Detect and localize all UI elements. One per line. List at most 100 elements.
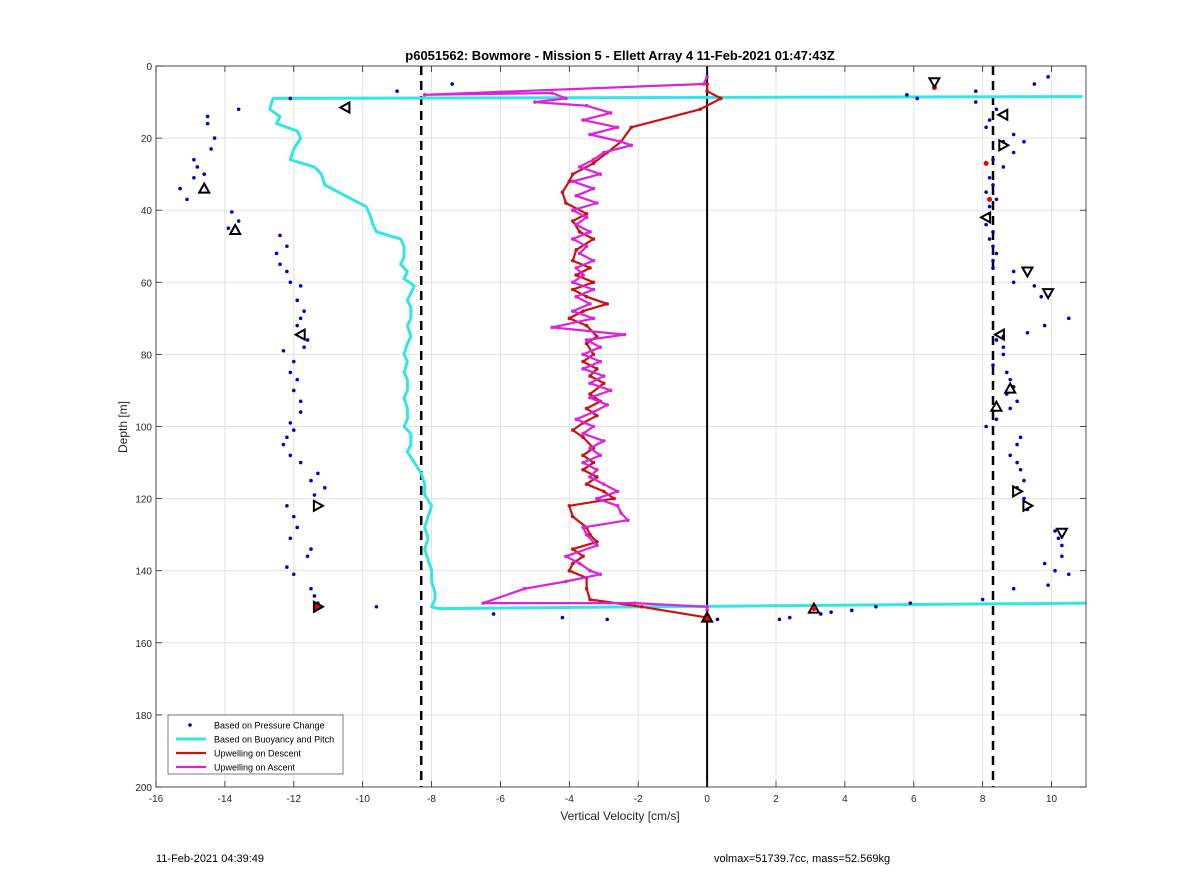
legend-box [167, 714, 344, 775]
upwelling-ascent-point [705, 75, 709, 79]
pressure-change-point [298, 316, 303, 321]
pressure-change-point [285, 244, 289, 249]
pressure-change-point [288, 96, 293, 101]
upwelling-ascent-point [588, 446, 592, 450]
pressure-change-point [295, 323, 300, 328]
upwelling-ascent-point [701, 82, 706, 86]
upwelling-descent-point [698, 107, 703, 112]
legend-label: Based on Buoyancy and Pitch [214, 735, 334, 745]
legend-label: Based on Pressure Change [214, 721, 325, 731]
upwelling-ascent-point [584, 532, 589, 537]
pressure-change-point [309, 586, 313, 591]
triangle-marker [927, 77, 942, 90]
upwelling-ascent-point [533, 100, 537, 104]
upwelling-descent-point [601, 381, 606, 386]
pressure-change-point [994, 417, 999, 422]
pressure-change-point [288, 370, 293, 375]
upwelling-descent-point [567, 568, 572, 573]
upwelling-ascent-point [522, 586, 527, 591]
pressure-change-point [281, 442, 286, 447]
upwelling-ascent-point [632, 601, 637, 605]
pressure-change-point [205, 121, 210, 126]
pressure-change-point [236, 219, 241, 223]
upwelling-ascent-point [570, 237, 575, 241]
y-tick-label: 160 [135, 639, 152, 650]
pressure-change-point [298, 399, 303, 404]
upwelling-ascent-point [601, 482, 606, 486]
pressure-change-point [298, 410, 303, 414]
upwelling-ascent-point [595, 496, 599, 501]
chart-title: p6051562: Bowmore - Mission 5 - Ellett A… [405, 48, 834, 63]
pressure-change-point [295, 298, 300, 303]
x-tick-label: -8 [427, 794, 436, 805]
pressure-change-point [236, 107, 241, 112]
upwelling-ascent-point [615, 504, 620, 508]
upwelling-descent-point [595, 367, 599, 371]
upwelling-descent-point [570, 561, 575, 566]
upwelling-ascent-point [570, 309, 575, 313]
upwelling-ascent-point [601, 150, 606, 155]
y-tick-label: 180 [135, 711, 152, 722]
pressure-change-point [1011, 586, 1016, 591]
upwelling-ascent-point [595, 467, 599, 472]
upwelling-descent-series [560, 82, 723, 620]
pressure-change-point [787, 615, 792, 620]
pressure-change-point [1042, 561, 1047, 566]
pressure-change-point [1046, 583, 1050, 587]
x-tick-label: -10 [355, 794, 370, 805]
pressure-change-point [298, 284, 303, 288]
x-tick-label: 4 [842, 794, 848, 805]
pressure-change-point [298, 460, 303, 465]
upwelling-descent-point [591, 161, 596, 166]
triangle-marker [1022, 499, 1035, 513]
upwelling-descent-point [591, 237, 596, 241]
y-tick-label: 20 [141, 134, 153, 145]
pressure-change-point [1042, 323, 1047, 328]
pressure-change-point [991, 266, 995, 270]
pressure-change-point [1060, 543, 1064, 548]
y-tick-label: 200 [135, 783, 152, 794]
buoyancy-pitch-line [268, 95, 1087, 611]
upwelling-ascent-point [577, 561, 582, 566]
pressure-change-point [1053, 529, 1057, 533]
upwelling-ascent-point [608, 111, 613, 115]
pressure-change-point [908, 601, 913, 605]
upwelling-ascent-point [588, 132, 592, 137]
x-tick-label: 8 [980, 794, 986, 805]
triangle-marker [807, 601, 821, 614]
pressure-change-point [302, 309, 306, 313]
upwelling-descent-point [570, 172, 575, 176]
upwelling-descent-point [588, 597, 592, 602]
upwelling-descent-point [584, 482, 589, 486]
upwelling-ascent-line [423, 76, 709, 611]
upwelling-ascent-point [550, 91, 554, 95]
upwelling-descent-point [581, 467, 585, 472]
pressure-change-point [309, 547, 313, 551]
upwelling-descent-point [591, 460, 596, 465]
upwelling-ascent-point [581, 431, 585, 436]
upwelling-descent-point [595, 540, 599, 544]
pressure-change-point [1018, 467, 1023, 472]
triangle-marker [338, 100, 351, 115]
upwelling-ascent-point [550, 325, 554, 330]
upwelling-descent-point [705, 82, 709, 86]
upwelling-ascent-point [581, 118, 585, 122]
upwelling-descent-point [567, 316, 572, 321]
velocity-depth-chart: p6051562: Bowmore - Mission 5 - Ellett A… [116, 48, 1087, 823]
y-axis-label: Depth [m] [116, 401, 130, 453]
upwelling-descent-point [605, 302, 610, 306]
y-tick-label: 100 [135, 423, 152, 434]
upwelling-ascent-point [584, 103, 589, 108]
upwelling-ascent-point [574, 266, 579, 270]
upwelling-ascent-point [595, 201, 599, 205]
upwelling-ascent-point [581, 367, 585, 371]
legend-label: Upwelling on Ascent [214, 763, 296, 773]
upwelling-ascent-point [601, 374, 606, 378]
upwelling-ascent-point [601, 439, 606, 443]
red-marker-dot [983, 160, 989, 166]
pressure-change-point [994, 197, 999, 202]
pressure-change-point [312, 493, 317, 497]
upwelling-ascent-series [422, 75, 709, 613]
pressure-change-point [288, 536, 293, 541]
pressure-change-point [994, 251, 999, 256]
